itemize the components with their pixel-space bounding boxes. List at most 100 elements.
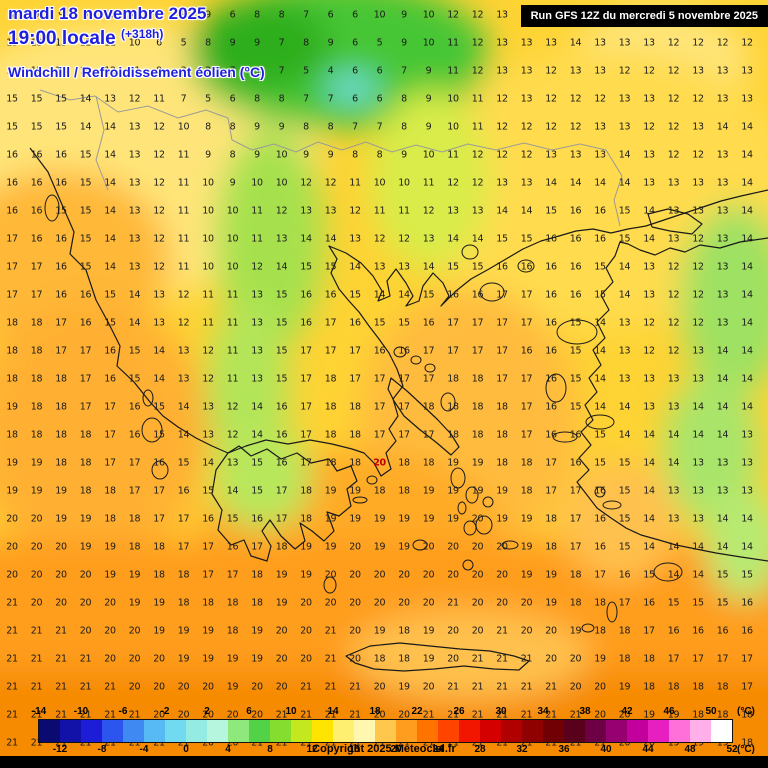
temp-value: 15: [643, 569, 655, 581]
temp-value: 13: [643, 37, 655, 49]
temp-value: 17: [398, 429, 410, 441]
temp-value: 17: [422, 429, 435, 441]
temp-value: 12: [569, 121, 582, 133]
temp-value: 15: [667, 597, 680, 609]
scale-segment: [228, 720, 249, 742]
temp-value: 14: [447, 233, 459, 245]
temp-value: 16: [177, 485, 190, 497]
temp-value: 19: [349, 513, 361, 525]
temp-value: 21: [6, 681, 18, 693]
temp-value: 17: [128, 485, 141, 497]
temp-value: 14: [275, 261, 288, 273]
temp-value: 5: [303, 65, 309, 77]
temp-value: 17: [177, 513, 190, 525]
temp-value: 13: [520, 37, 533, 49]
temp-value: 19: [324, 541, 337, 553]
temp-value: 12: [667, 121, 680, 133]
temp-value: 17: [251, 541, 263, 553]
temp-value: 18: [55, 457, 67, 469]
scale-tick-label: 18: [369, 706, 381, 717]
temp-value: 12: [202, 373, 214, 385]
temp-value: 12: [300, 177, 312, 189]
temp-value: 14: [716, 429, 729, 441]
temp-value: 13: [692, 345, 704, 357]
temp-value: 14: [618, 177, 631, 189]
temp-value: 6: [376, 65, 383, 77]
temp-value: 13: [594, 65, 606, 77]
temp-value: 16: [275, 401, 288, 413]
temp-value: 21: [545, 681, 557, 693]
temp-value: 20: [471, 625, 484, 637]
temp-value: 12: [741, 37, 753, 49]
temp-value: 21: [55, 653, 67, 665]
temp-value: 15: [692, 597, 704, 609]
temp-value: 20: [594, 709, 606, 721]
temp-value: 20: [447, 625, 459, 637]
temp-value: 21: [55, 681, 67, 693]
temp-value: 18: [716, 681, 729, 693]
temp-value: 14: [104, 261, 116, 273]
temp-value: 13: [667, 373, 680, 385]
temp-value: 9: [205, 149, 211, 161]
temp-value: 20: [422, 681, 435, 693]
temp-value: 13: [741, 65, 753, 77]
temp-value: 16: [667, 625, 680, 637]
temp-value: 17: [324, 317, 337, 329]
temp-value: 13: [128, 149, 141, 161]
temp-value: 18: [471, 429, 484, 441]
scale-segment: [501, 720, 522, 742]
temp-value: 21: [79, 681, 92, 693]
temp-value: 15: [618, 205, 631, 217]
temp-value: 17: [30, 289, 43, 301]
temp-value: 15: [496, 233, 508, 245]
temp-value: 20: [30, 541, 43, 553]
temp-value: 18: [496, 401, 508, 413]
temp-value: 17: [496, 345, 508, 357]
temp-value: 10: [275, 149, 288, 161]
temp-value: 19: [275, 569, 288, 581]
temp-value: 9: [327, 149, 334, 161]
temp-value: 10: [373, 9, 386, 21]
temp-value: 20: [422, 569, 435, 581]
temp-value: 14: [422, 261, 435, 273]
temp-value: 12: [471, 37, 484, 49]
temp-value: 18: [569, 569, 582, 581]
temp-value: 20: [104, 653, 116, 665]
temp-value: 14: [692, 541, 704, 553]
scale-tick-label: 30: [495, 706, 507, 717]
temp-value: 18: [30, 373, 43, 385]
scale-tick-label: 4: [225, 744, 231, 755]
temp-value: 14: [79, 121, 92, 133]
temp-value: 14: [741, 317, 753, 329]
temp-value: 17: [373, 429, 386, 441]
temp-value: 14: [104, 149, 116, 161]
temp-value: 16: [373, 345, 386, 357]
temp-value: 10: [251, 177, 263, 189]
scale-tick-label: 8: [267, 744, 273, 755]
temp-value: 18: [643, 681, 655, 693]
temp-value: 14: [716, 345, 729, 357]
temp-value: 16: [594, 233, 606, 245]
temp-value: 10: [202, 261, 214, 273]
temp-value: 21: [520, 709, 533, 721]
temp-value: 21: [55, 625, 67, 637]
scale-segment: [249, 720, 270, 742]
coastlines: [29, 147, 768, 672]
scale-tick-label: 12: [306, 744, 318, 755]
temp-value: 8: [303, 37, 309, 49]
temp-value: 20: [447, 653, 459, 665]
temp-value: 19: [275, 597, 288, 609]
temp-value: 16: [545, 345, 557, 357]
temp-value: 12: [667, 93, 680, 105]
temp-value: 10: [202, 177, 214, 189]
temp-value: 21: [349, 709, 361, 721]
temp-value: 17: [496, 317, 508, 329]
temp-value: 14: [545, 177, 557, 189]
temp-value: 13: [667, 513, 680, 525]
temp-value: 14: [643, 513, 655, 525]
temp-value: 13: [643, 177, 655, 189]
temp-value: 8: [401, 93, 407, 105]
temp-value: 12: [716, 37, 729, 49]
temp-value: 17: [349, 373, 361, 385]
temp-value: 6: [327, 9, 334, 21]
